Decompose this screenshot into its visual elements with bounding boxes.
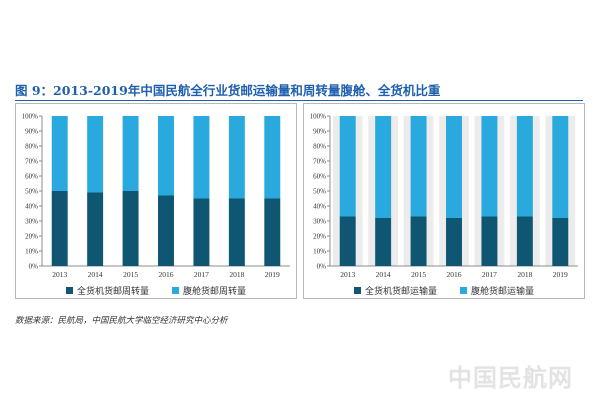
legend-label: 腹舱货邮运输量 [470, 287, 534, 297]
bar-segment-belly [375, 116, 392, 218]
legend-item-series-2: 腹舱货邮运输量 [459, 284, 534, 297]
bar-segment-belly [87, 116, 104, 193]
bar-segment-freighter [481, 216, 498, 266]
bar-segment-freighter [446, 218, 462, 266]
x-tick-label: 2017 [194, 270, 209, 279]
bar-segment-freighter [552, 218, 569, 266]
bar-segment-freighter [158, 195, 174, 266]
x-tick-label: 2018 [229, 270, 244, 279]
x-tick-label: 2016 [447, 270, 462, 279]
bar-segment-belly [339, 116, 356, 217]
y-tick-label: 40% [313, 203, 326, 211]
bar-segment-freighter [122, 191, 139, 266]
y-tick-label: 70% [25, 158, 38, 166]
chart-legend: 全货机货邮周转量 腹舱货邮周转量 [16, 284, 296, 297]
legend-label: 全货机货邮运输量 [365, 287, 438, 297]
bar-segment-freighter [87, 192, 104, 266]
bar-segment-belly [481, 116, 498, 217]
y-tick-label: 90% [313, 128, 326, 136]
legend-swatch-dark [66, 287, 74, 294]
y-tick-label: 70% [313, 158, 326, 166]
y-tick-label: 60% [25, 173, 38, 181]
stacked-bar-chart-turnover: 0% 10% 20% 30% 40% 50% 60% 70% 80% 90% 100% 2013 201… [22, 113, 290, 279]
y-tick-label: 0% [29, 263, 39, 271]
legend-swatch-light [171, 287, 179, 294]
x-tick-label: 2019 [265, 270, 280, 279]
bar-segment-belly [51, 116, 68, 191]
bar-segment-belly [122, 116, 139, 191]
bar-segment-belly [158, 116, 174, 196]
bar-segment-freighter [228, 198, 245, 266]
bar-segment-freighter [264, 198, 281, 266]
bar-segment-freighter [516, 216, 533, 266]
bar-segment-belly [516, 116, 533, 217]
legend-item-series-1: 全货机货邮周转量 [66, 284, 149, 297]
y-tick-label: 100% [22, 113, 39, 121]
bar-segment-freighter [375, 218, 392, 266]
chart-panel-full-freighter-vs-belly-volume: 0% 10% 20% 30% 40% 50% 60% 70% 80% 90% 100% 2013 201… [303, 103, 585, 299]
legend-item-series-2: 腹舱货邮周转量 [171, 284, 246, 297]
x-tick-label: 2019 [553, 270, 568, 279]
bar-segment-belly [264, 116, 281, 199]
x-tick-label: 2014 [376, 270, 391, 279]
y-tick-label: 100% [310, 113, 327, 121]
bar-segment-belly [552, 116, 569, 218]
legend-label: 腹舱货邮周转量 [182, 287, 246, 297]
y-tick-label: 40% [25, 203, 38, 211]
y-tick-label: 50% [25, 188, 38, 196]
y-tick-label: 10% [25, 248, 38, 256]
x-tick-label: 2017 [482, 270, 497, 279]
x-tick-label: 2013 [52, 270, 67, 279]
legend-item-series-1: 全货机货邮运输量 [354, 284, 437, 297]
y-tick-label: 30% [25, 218, 38, 226]
y-tick-label: 50% [313, 188, 326, 196]
x-tick-label: 2013 [340, 270, 355, 279]
bar-segment-belly [228, 116, 245, 199]
bar-segment-freighter [339, 216, 356, 266]
bar-segment-freighter [51, 191, 68, 266]
y-tick-label: 80% [25, 143, 38, 151]
y-tick-label: 30% [313, 218, 326, 226]
legend-swatch-dark [354, 287, 362, 294]
y-tick-label: 20% [313, 233, 326, 241]
figure-title: 图 9：2013-2019年中国民航全行业货邮运输量和周转量腹舱、全货机比重 [15, 83, 441, 98]
watermark-logo: 中国民航网 [448, 364, 573, 392]
x-tick-label: 2015 [411, 270, 426, 279]
y-tick-label: 60% [313, 173, 326, 181]
data-source-note: 数据来源：民航局，中国民航大学临空经济研究中心分析 [15, 316, 228, 326]
y-tick-label: 10% [313, 248, 326, 256]
y-tick-label: 80% [313, 143, 326, 151]
x-tick-label: 2016 [159, 270, 174, 279]
title-bar: 图 9：2013-2019年中国民航全行业货邮运输量和周转量腹舱、全货机比重 [15, 78, 583, 101]
bar-segment-freighter [193, 198, 210, 266]
chart-legend: 全货机货邮运输量 腹舱货邮运输量 [304, 284, 584, 297]
y-tick-label: 20% [25, 233, 38, 241]
x-tick-label: 2018 [517, 270, 532, 279]
bar-segment-belly [410, 116, 427, 217]
x-tick-label: 2015 [123, 270, 138, 279]
x-tick-label: 2014 [88, 270, 103, 279]
bar-segment-freighter [410, 216, 427, 266]
chart-panel-full-freighter-vs-belly-turnover: 0% 10% 20% 30% 40% 50% 60% 70% 80% 90% 100% 2013 201… [15, 103, 297, 299]
legend-swatch-light [459, 287, 467, 294]
y-tick-label: 90% [25, 128, 38, 136]
bar-segment-belly [193, 116, 210, 199]
y-tick-label: 0% [317, 263, 327, 271]
bar-segment-belly [446, 116, 462, 218]
stacked-bar-chart-volume: 0% 10% 20% 30% 40% 50% 60% 70% 80% 90% 100% 2013 201… [310, 113, 578, 279]
legend-label: 全货机货邮周转量 [77, 287, 150, 297]
